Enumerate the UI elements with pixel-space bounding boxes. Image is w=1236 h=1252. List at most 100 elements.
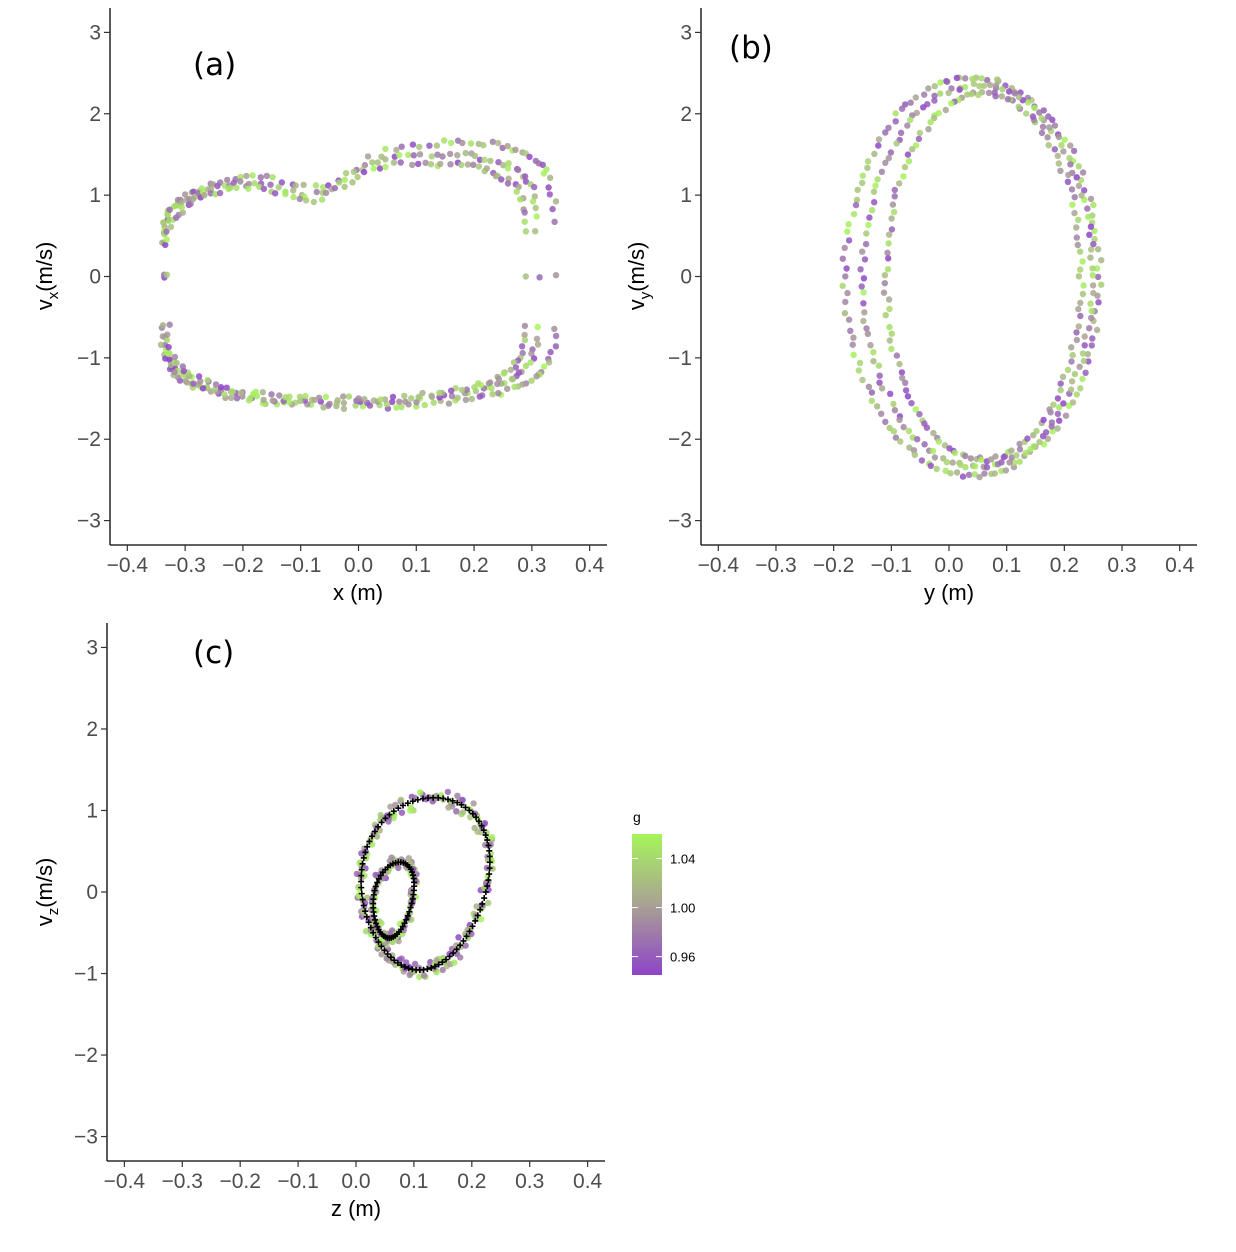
data-point: [986, 81, 994, 89]
reference-marker: [486, 871, 493, 878]
data-point: [865, 383, 873, 390]
data-point: [1098, 281, 1105, 288]
data-point: [160, 219, 167, 226]
data-point: [912, 406, 919, 413]
data-point: [1081, 333, 1088, 340]
data-point: [453, 808, 460, 815]
data-point: [517, 196, 524, 203]
data-point: [1071, 370, 1079, 378]
data-point: [286, 398, 293, 406]
data-point: [434, 151, 441, 158]
data-point: [522, 178, 530, 185]
data-point: [888, 345, 895, 353]
data-point: [884, 266, 892, 273]
data-point: [521, 218, 528, 225]
y-tick-label: −1: [668, 347, 692, 370]
reference-marker: [431, 963, 438, 970]
data-point: [488, 834, 496, 841]
data-point: [878, 385, 886, 392]
data-point: [1044, 435, 1052, 442]
data-point: [409, 141, 417, 148]
data-point: [251, 180, 258, 187]
data-point: [931, 97, 938, 104]
data-point: [416, 143, 423, 151]
data-point: [1081, 342, 1088, 349]
reference-marker: [409, 798, 416, 805]
data-point: [921, 441, 928, 448]
x-tick-label: 0.0: [341, 1170, 370, 1193]
data-point: [483, 165, 490, 172]
data-point: [190, 380, 197, 387]
data-point: [334, 397, 341, 404]
data-point: [1090, 289, 1097, 297]
data-point: [489, 138, 496, 145]
y-tick-label: 1: [680, 184, 692, 207]
data-point: [454, 792, 461, 799]
reference-marker: [378, 943, 385, 950]
reference-marker: [477, 906, 484, 913]
reference-marker: [435, 961, 442, 968]
data-point: [927, 119, 934, 126]
data-point: [1077, 385, 1084, 392]
data-point: [311, 396, 318, 404]
data-point: [459, 809, 467, 816]
data-point: [1077, 312, 1084, 320]
data-point: [1082, 369, 1089, 376]
data-point: [898, 369, 906, 376]
data-point: [1088, 314, 1095, 322]
reference-marker: [372, 916, 379, 923]
reference-marker: [378, 819, 385, 826]
data-point: [868, 397, 875, 405]
reference-marker: [401, 920, 408, 927]
data-point: [499, 144, 506, 152]
data-point: [421, 401, 428, 409]
data-point: [500, 162, 507, 169]
data-point: [863, 230, 870, 237]
data-point: [1098, 257, 1105, 264]
data-point: [374, 159, 381, 166]
data-point: [893, 140, 900, 147]
data-point: [549, 205, 556, 213]
data-point: [181, 191, 189, 198]
data-point: [1075, 182, 1083, 190]
legend-tick-label: 1.04: [670, 852, 695, 867]
data-point: [1073, 329, 1080, 336]
data-point: [931, 92, 938, 100]
data-point: [526, 153, 533, 161]
data-point: [547, 348, 554, 356]
reference-marker: [358, 866, 365, 873]
data-point: [1040, 416, 1047, 424]
data-point: [447, 139, 455, 147]
data-point: [162, 355, 169, 362]
data-point: [864, 158, 872, 165]
data-point: [900, 173, 907, 180]
data-point: [1089, 335, 1096, 342]
data-point: [387, 803, 394, 810]
data-point: [470, 800, 477, 807]
data-point: [546, 191, 553, 198]
data-point: [1015, 93, 1023, 101]
reference-marker: [481, 895, 488, 902]
legend-colorbar: [632, 834, 662, 975]
data-point: [362, 928, 370, 935]
data-point: [888, 226, 896, 233]
data-point: [454, 152, 461, 159]
data-point: [1089, 265, 1096, 272]
data-point: [914, 436, 921, 443]
data-point: [1057, 167, 1064, 174]
data-point: [498, 176, 505, 183]
y-tick-label: −3: [668, 510, 692, 533]
data-point: [904, 393, 912, 400]
data-point: [859, 248, 866, 255]
reference-marker: [405, 965, 412, 972]
data-point: [870, 358, 877, 365]
x-tick-label: 0.0: [934, 554, 963, 577]
data-point: [953, 74, 960, 82]
data-point: [956, 86, 963, 93]
data-point: [495, 390, 502, 397]
data-point: [889, 201, 897, 208]
data-point: [386, 857, 393, 865]
data-point: [368, 841, 376, 848]
data-point: [858, 283, 865, 290]
